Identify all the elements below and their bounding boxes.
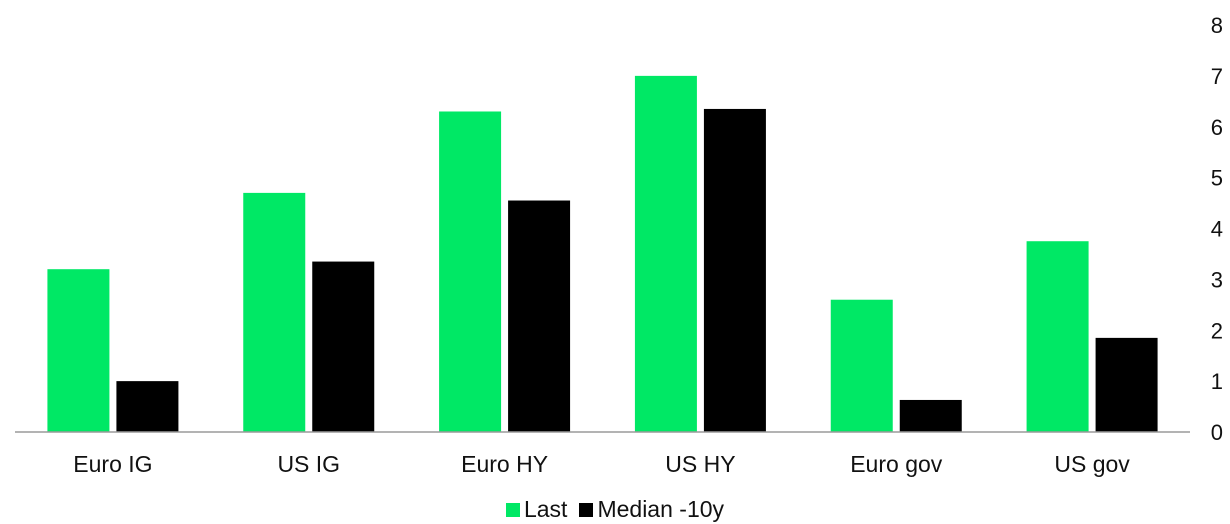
bar-chart-svg: 0 1 2 3 4 5 6 7 8 Euro IG US IG Euro HY US HY Euro g… [15,13,1223,477]
y-tick-label: 5 [1211,166,1223,191]
y-tick-label: 2 [1211,318,1223,343]
bar-last-us-hy [634,75,697,432]
x-tick-label: Euro HY [461,451,548,477]
y-tick-label: 8 [1211,13,1223,38]
x-axis-categories: Euro IG US IG Euro HY US HY Euro gov US gov [73,451,1130,477]
legend-item-median: Median -10y [579,496,724,523]
y-tick-label: 7 [1211,64,1223,89]
x-tick-label: US IG [277,451,340,477]
y-tick-label: 6 [1211,115,1223,140]
bar-last-euro-hy [439,111,502,433]
legend-label-median: Median -10y [597,496,725,522]
bar-last-euro-ig [47,269,110,432]
x-tick-label: US gov [1054,451,1130,477]
legend-item-last: Last [505,496,568,523]
legend-swatch-median [579,502,594,517]
bars-layer [47,75,1158,433]
bar-last-us-gov [1026,241,1089,432]
legend: Last Median -10y [0,496,1230,523]
y-tick-label: 3 [1211,267,1223,292]
y-tick-label: 1 [1211,369,1223,394]
legend-label-last: Last [523,496,568,522]
x-tick-label: US HY [665,451,735,477]
y-tick-label: 4 [1211,217,1223,242]
x-tick-label: Euro IG [73,451,152,477]
bar-last-euro-gov [830,299,893,432]
bar-median-euro-gov [899,399,962,432]
bar-median-us-gov [1095,337,1158,432]
bar-median-us-ig [312,261,375,432]
y-tick-label: 0 [1211,420,1223,445]
y-axis-ticks: 0 1 2 3 4 5 6 7 8 [1211,13,1223,445]
bar-median-euro-hy [508,200,571,432]
x-tick-label: Euro gov [850,451,943,477]
bar-median-euro-ig [116,381,179,432]
legend-swatch-last [505,502,520,517]
bar-last-us-ig [243,192,306,432]
bar-median-us-hy [703,108,766,432]
